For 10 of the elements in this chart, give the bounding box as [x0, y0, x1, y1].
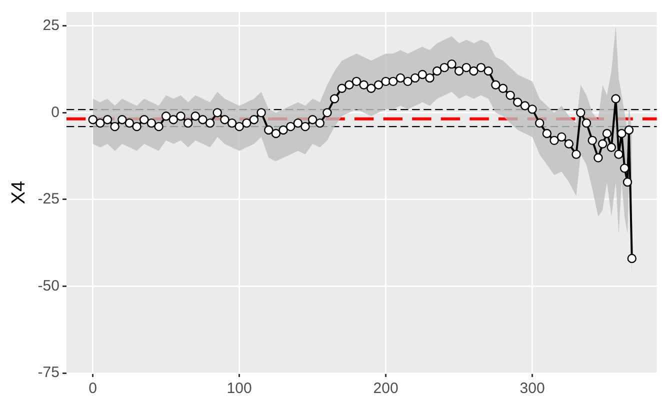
x-tick-label: 200 — [373, 380, 398, 398]
x-tick-label: 100 — [226, 380, 252, 398]
y-tick-label: -75 — [38, 364, 60, 382]
y-tick-label: -50 — [38, 277, 60, 294]
y-tick-label: 0 — [51, 104, 60, 121]
y-tick-label: -25 — [38, 190, 60, 208]
y-axis-title: X4 — [8, 180, 30, 204]
x-tick-label: 300 — [520, 380, 545, 398]
y-tick-label: 25 — [42, 17, 60, 34]
x-tick-label: 0 — [88, 380, 98, 398]
